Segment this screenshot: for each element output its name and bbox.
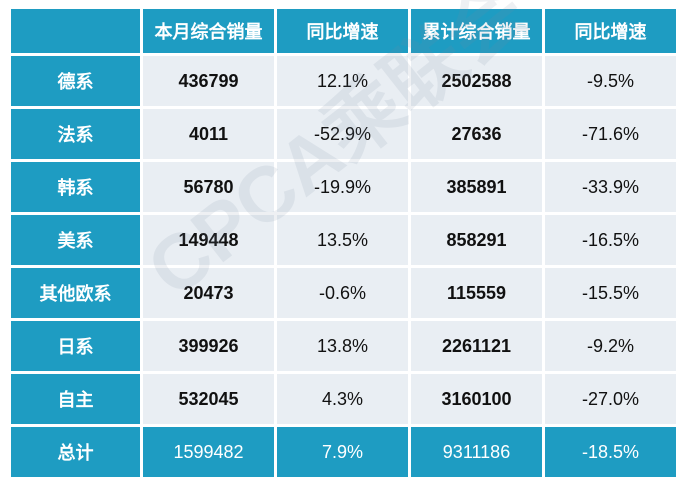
data-row: 日系 399926 13.8% 2261121 -9.2%	[11, 321, 676, 371]
row-label: 韩系	[11, 162, 140, 212]
header-cell: 同比增速	[545, 9, 676, 53]
cell: 385891	[411, 162, 542, 212]
cell: -33.9%	[545, 162, 676, 212]
row-label: 其他欧系	[11, 268, 140, 318]
header-row: 本月综合销量 同比增速 累计综合销量 同比增速	[11, 9, 676, 53]
cell: 149448	[143, 215, 274, 265]
row-label: 日系	[11, 321, 140, 371]
cell: -0.6%	[277, 268, 408, 318]
row-label: 自主	[11, 374, 140, 424]
cell: -16.5%	[545, 215, 676, 265]
data-row: 德系 436799 12.1% 2502588 -9.5%	[11, 56, 676, 106]
cell: 115559	[411, 268, 542, 318]
row-label: 总计	[11, 427, 140, 477]
data-row: 其他欧系 20473 -0.6% 115559 -15.5%	[11, 268, 676, 318]
cell: 1599482	[143, 427, 274, 477]
data-row: 自主 532045 4.3% 3160100 -27.0%	[11, 374, 676, 424]
data-row: 法系 4011 -52.9% 27636 -71.6%	[11, 109, 676, 159]
data-row: 韩系 56780 -19.9% 385891 -33.9%	[11, 162, 676, 212]
cell: 436799	[143, 56, 274, 106]
cell: 532045	[143, 374, 274, 424]
cell: -15.5%	[545, 268, 676, 318]
data-row: 美系 149448 13.5% 858291 -16.5%	[11, 215, 676, 265]
cell: 399926	[143, 321, 274, 371]
row-label: 法系	[11, 109, 140, 159]
cell: -71.6%	[545, 109, 676, 159]
row-label: 美系	[11, 215, 140, 265]
header-cell: 本月综合销量	[143, 9, 274, 53]
cell: 2502588	[411, 56, 542, 106]
cell: -9.2%	[545, 321, 676, 371]
cell: 27636	[411, 109, 542, 159]
cell: 20473	[143, 268, 274, 318]
sales-table: 本月综合销量 同比增速 累计综合销量 同比增速 德系 436799 12.1% 2502588…	[8, 6, 679, 480]
header-cell: 累计综合销量	[411, 9, 542, 53]
header-cell: 同比增速	[277, 9, 408, 53]
cell: 3160100	[411, 374, 542, 424]
cell: 7.9%	[277, 427, 408, 477]
cell: 13.5%	[277, 215, 408, 265]
cell: 56780	[143, 162, 274, 212]
cell: -9.5%	[545, 56, 676, 106]
total-row: 总计 1599482 7.9% 9311186 -18.5%	[11, 427, 676, 477]
cell: -27.0%	[545, 374, 676, 424]
cell: -18.5%	[545, 427, 676, 477]
corner-cell	[11, 9, 140, 53]
cell: 9311186	[411, 427, 542, 477]
cell: 13.8%	[277, 321, 408, 371]
cell: 2261121	[411, 321, 542, 371]
cell: 4.3%	[277, 374, 408, 424]
cell: 12.1%	[277, 56, 408, 106]
cell: 858291	[411, 215, 542, 265]
cell: 4011	[143, 109, 274, 159]
cell: -19.9%	[277, 162, 408, 212]
cell: -52.9%	[277, 109, 408, 159]
row-label: 德系	[11, 56, 140, 106]
